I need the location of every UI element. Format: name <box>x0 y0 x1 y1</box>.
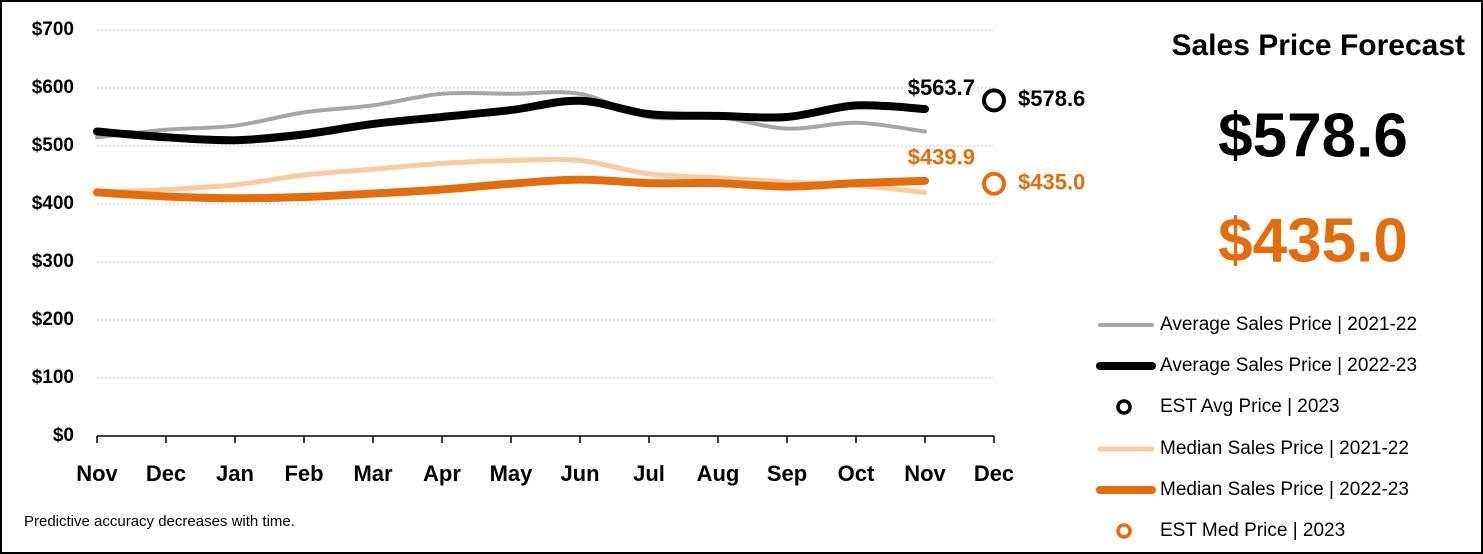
x-tick-label: Dec <box>974 461 1014 486</box>
x-tick-label: Dec <box>146 461 186 486</box>
legend-marker <box>1116 399 1132 415</box>
series-line <box>93 175 929 203</box>
data-label: $563.7 <box>908 75 975 100</box>
annotation: Predictive accuracy decreases with time. <box>24 513 295 530</box>
y-tick-label: $500 <box>32 135 74 156</box>
x-tick-label: Jun <box>560 461 599 486</box>
forecast-avg: $578.6 <box>1218 101 1408 170</box>
legend-label: EST Med Price | 2023 <box>1160 520 1345 541</box>
y-tick-label: $200 <box>32 309 74 330</box>
legend-label: Average Sales Price | 2021-22 <box>1160 314 1417 335</box>
x-tick-label: Nov <box>76 461 118 486</box>
x-tick-label: Oct <box>838 461 875 486</box>
legend-marker <box>1116 523 1132 539</box>
series-line <box>95 90 927 140</box>
x-tick-label: Feb <box>284 461 323 486</box>
legend-label: Average Sales Price | 2022-23 <box>1160 355 1417 376</box>
x-tick-label: Nov <box>904 461 946 486</box>
x-tick-label: May <box>490 461 534 486</box>
x-tick-label: Jan <box>216 461 254 486</box>
est-marker <box>982 88 1006 113</box>
chart-title: Sales Price Forecast <box>1171 29 1465 62</box>
y-tick-label: $100 <box>32 367 74 388</box>
x-tick-label: Aug <box>697 461 740 486</box>
est-marker <box>982 171 1006 196</box>
y-tick-label: $600 <box>32 77 74 98</box>
x-tick-label: Mar <box>353 461 393 486</box>
y-tick-label: $0 <box>53 425 74 446</box>
x-tick-label: Apr <box>423 461 461 486</box>
legend-label: Median Sales Price | 2021-22 <box>1160 438 1409 459</box>
data-label: $439.9 <box>908 145 975 170</box>
x-tick-label: Jul <box>633 461 665 486</box>
forecast-med: $435.0 <box>1218 206 1408 275</box>
series-line <box>94 156 928 195</box>
y-tick-label: $400 <box>32 193 74 214</box>
data-label: $435.0 <box>1018 170 1085 195</box>
y-tick-label: $700 <box>32 19 74 40</box>
legend-label: Median Sales Price | 2022-23 <box>1160 479 1409 500</box>
x-tick-label: Sep <box>767 461 807 486</box>
y-tick-label: $300 <box>32 251 74 272</box>
legend-label: EST Avg Price | 2023 <box>1160 396 1340 417</box>
data-label: $578.6 <box>1018 86 1085 111</box>
series-line <box>93 96 929 145</box>
